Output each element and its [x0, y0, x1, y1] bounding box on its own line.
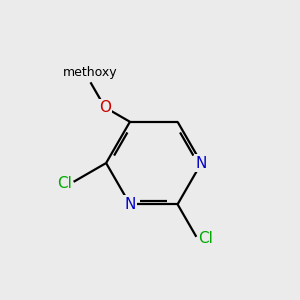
Text: N: N: [196, 155, 207, 170]
Text: methoxy: methoxy: [63, 66, 118, 79]
Text: O: O: [99, 100, 111, 115]
Text: Cl: Cl: [57, 176, 72, 191]
Text: Cl: Cl: [198, 231, 213, 246]
Text: N: N: [124, 197, 136, 212]
